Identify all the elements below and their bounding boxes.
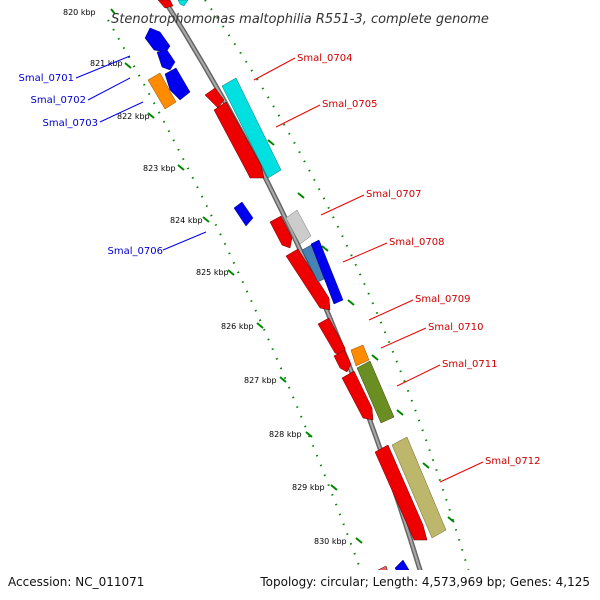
genome-summary-text: Topology: circular; Length: 4,573,969 bp…: [260, 575, 590, 589]
gene-feature-bottom[interactable]: [377, 565, 390, 582]
gene-label-smal-0704[interactable]: Smal_0704: [297, 53, 352, 64]
label-leader-lines: [75, 55, 484, 483]
olive-feature[interactable]: [356, 360, 395, 424]
leader-line-smal-0711: [396, 364, 441, 387]
gene-feature-tail[interactable]: [394, 559, 412, 585]
gene-feature-smal-0702[interactable]: [156, 49, 176, 71]
leader-line-smal-0702: [87, 77, 131, 101]
map-title: Stenotrophomonas maltophilia R551-3, com…: [111, 12, 489, 27]
gray-feature[interactable]: [285, 209, 312, 245]
tick-label: 830 kbp: [314, 537, 347, 546]
gene-label-smal-0707[interactable]: Smal_0707: [366, 189, 421, 200]
reverse-strand-features: [144, 27, 412, 585]
cyan-feature[interactable]: [221, 77, 282, 179]
orange-feature[interactable]: [147, 72, 177, 110]
gene-labels: Smal_0701 Smal_0702 Smal_0703 Smal_0704 …: [19, 53, 541, 467]
gene-label-smal-0705[interactable]: Smal_0705: [322, 99, 377, 110]
leader-line-smal-0701: [75, 55, 131, 79]
gene-feature-smal-0705[interactable]: [213, 101, 265, 179]
gene-feature-smal-0711[interactable]: [341, 370, 374, 421]
gene-feature-smal-0712[interactable]: [374, 444, 428, 541]
khaki-feature[interactable]: [391, 436, 447, 539]
tick-label: 828 kbp: [269, 430, 302, 439]
tick-label: 820 kbp: [63, 8, 96, 17]
gene-label-smal-0706[interactable]: Smal_0706: [108, 246, 163, 257]
gene-label-smal-0708[interactable]: Smal_0708: [389, 237, 444, 248]
accession-text: Accession: NC_011071: [8, 575, 145, 589]
tick-label: 821 kbp: [90, 59, 123, 68]
tick-label: 826 kbp: [221, 322, 254, 331]
gene-feature-smal-0710[interactable]: [333, 349, 352, 373]
tick-label: 824 kbp: [170, 216, 203, 225]
leader-line-smal-0704: [253, 57, 296, 81]
other-features: [177, 0, 447, 539]
gene-label-smal-0702[interactable]: Smal_0702: [31, 95, 86, 106]
blue-feature[interactable]: [310, 239, 344, 305]
leader-line-smal-0709: [368, 299, 414, 321]
gene-feature-smal-0708[interactable]: [285, 248, 331, 311]
gene-feature-smal-0704[interactable]: [204, 87, 225, 109]
gene-feature-smal-0703[interactable]: [164, 67, 191, 101]
leader-line-smal-0710: [380, 327, 427, 349]
forward-strand-features: [157, 0, 428, 582]
genome-backbone: [161, 0, 423, 570]
leader-line-smal-0706: [162, 231, 207, 251]
gene-label-smal-0709[interactable]: Smal_0709: [415, 294, 470, 305]
gene-label-smal-0711[interactable]: Smal_0711: [442, 359, 497, 370]
leader-line-smal-0708: [342, 242, 388, 263]
gene-label-smal-0701[interactable]: Smal_0701: [19, 73, 74, 84]
gene-feature-smal-0707[interactable]: [269, 215, 293, 249]
gene-label-smal-0712[interactable]: Smal_0712: [485, 456, 540, 467]
orange-feature-2[interactable]: [350, 344, 370, 367]
leader-line-smal-0705: [275, 104, 321, 128]
tick-label: 822 kbp: [117, 112, 150, 121]
gene-feature-smal-0701[interactable]: [144, 27, 171, 53]
leader-line-smal-0703: [99, 101, 144, 123]
kbp-tick-labels: 820 kbp 821 kbp 822 kbp 823 kbp 824 kbp …: [63, 8, 347, 546]
tick-label: 823 kbp: [143, 164, 176, 173]
gene-label-smal-0703[interactable]: Smal_0703: [43, 118, 98, 129]
tick-label: 829 kbp: [292, 483, 325, 492]
tick-label: 827 kbp: [244, 376, 277, 385]
cyan-feature-top[interactable]: [177, 0, 189, 7]
gene-feature-top[interactable]: [157, 0, 174, 9]
tick-label: 825 kbp: [196, 268, 229, 277]
gene-label-smal-0710[interactable]: Smal_0710: [428, 322, 483, 333]
gene-feature-smal-0709[interactable]: [317, 317, 346, 357]
leader-line-smal-0712: [439, 461, 484, 483]
leader-line-smal-0707: [320, 194, 365, 216]
gene-feature-smal-0706[interactable]: [233, 201, 254, 227]
